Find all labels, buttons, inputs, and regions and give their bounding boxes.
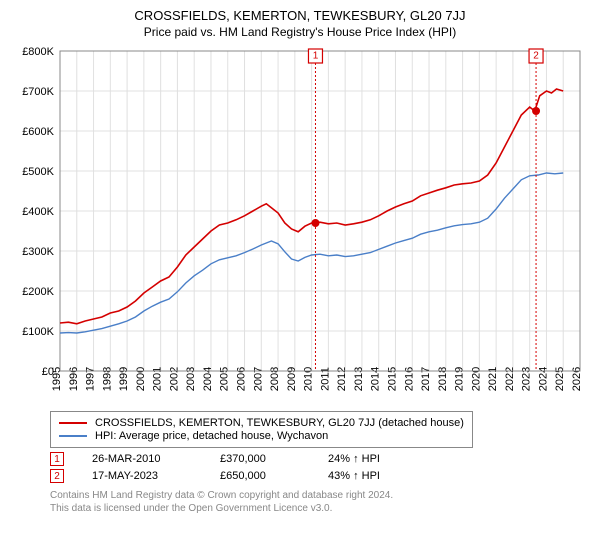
svg-text:2000: 2000 xyxy=(135,367,147,391)
transactions-table: 1 26-MAR-2010 £370,000 24% ↑ HPI 2 17-MAY-202… xyxy=(50,452,590,483)
svg-text:2010: 2010 xyxy=(303,367,315,391)
svg-text:£200K: £200K xyxy=(22,286,54,298)
svg-text:£500K: £500K xyxy=(22,166,54,178)
svg-text:1999: 1999 xyxy=(118,367,130,391)
svg-text:2022: 2022 xyxy=(504,367,516,391)
footer-line-1: Contains HM Land Registry data © Crown c… xyxy=(50,489,590,502)
transaction-marker: 1 xyxy=(50,452,64,466)
svg-text:£100K: £100K xyxy=(22,326,54,338)
legend-label: HPI: Average price, detached house, Wych… xyxy=(95,430,328,442)
svg-text:2005: 2005 xyxy=(219,367,231,391)
svg-text:2025: 2025 xyxy=(554,367,566,391)
svg-text:2018: 2018 xyxy=(437,367,449,391)
transaction-marker: 2 xyxy=(50,469,64,483)
svg-text:£400K: £400K xyxy=(22,206,54,218)
chart-subtitle: Price paid vs. HM Land Registry's House … xyxy=(10,25,590,39)
svg-text:2020: 2020 xyxy=(470,367,482,391)
svg-text:2023: 2023 xyxy=(521,367,533,391)
price-chart: £0£100K£200K£300K£400K£500K£600K£700K£80… xyxy=(10,45,590,405)
transaction-diff: 24% ↑ HPI xyxy=(328,453,428,465)
svg-text:1997: 1997 xyxy=(85,367,97,391)
chart-area: £0£100K£200K£300K£400K£500K£600K£700K£80… xyxy=(10,45,590,405)
legend-item: CROSSFIELDS, KEMERTON, TEWKESBURY, GL20 … xyxy=(59,417,464,429)
svg-text:2024: 2024 xyxy=(537,367,549,391)
transaction-row: 2 17-MAY-2023 £650,000 43% ↑ HPI xyxy=(50,469,590,483)
transaction-price: £650,000 xyxy=(220,470,300,482)
svg-text:1998: 1998 xyxy=(101,367,113,391)
chart-title: CROSSFIELDS, KEMERTON, TEWKESBURY, GL20 … xyxy=(10,8,590,23)
svg-text:£800K: £800K xyxy=(22,46,54,58)
svg-text:£300K: £300K xyxy=(22,246,54,258)
svg-text:2003: 2003 xyxy=(185,367,197,391)
svg-text:2006: 2006 xyxy=(236,367,248,391)
svg-text:2001: 2001 xyxy=(152,367,164,391)
marker-number: 2 xyxy=(533,51,539,62)
svg-text:2009: 2009 xyxy=(286,367,298,391)
transaction-diff: 43% ↑ HPI xyxy=(328,470,428,482)
transaction-row: 1 26-MAR-2010 £370,000 24% ↑ HPI xyxy=(50,452,590,466)
legend-swatch xyxy=(59,435,87,437)
svg-text:£600K: £600K xyxy=(22,126,54,138)
svg-text:2016: 2016 xyxy=(403,367,415,391)
svg-text:2019: 2019 xyxy=(454,367,466,391)
footer-line-2: This data is licensed under the Open Gov… xyxy=(50,502,590,515)
marker-dot xyxy=(311,219,319,227)
svg-text:2004: 2004 xyxy=(202,367,214,391)
legend: CROSSFIELDS, KEMERTON, TEWKESBURY, GL20 … xyxy=(50,411,473,448)
svg-text:1995: 1995 xyxy=(51,367,63,391)
legend-item: HPI: Average price, detached house, Wych… xyxy=(59,430,464,442)
svg-text:1996: 1996 xyxy=(68,367,80,391)
svg-text:£700K: £700K xyxy=(22,86,54,98)
marker-number: 1 xyxy=(313,51,319,62)
transaction-date: 26-MAR-2010 xyxy=(92,453,192,465)
svg-text:2014: 2014 xyxy=(370,367,382,391)
svg-text:2013: 2013 xyxy=(353,367,365,391)
marker-dot xyxy=(532,107,540,115)
svg-text:2002: 2002 xyxy=(168,367,180,391)
legend-swatch xyxy=(59,422,87,424)
svg-text:2026: 2026 xyxy=(571,367,583,391)
svg-text:2007: 2007 xyxy=(252,367,264,391)
svg-text:2012: 2012 xyxy=(336,367,348,391)
svg-text:2021: 2021 xyxy=(487,367,499,391)
transaction-price: £370,000 xyxy=(220,453,300,465)
transaction-date: 17-MAY-2023 xyxy=(92,470,192,482)
attribution-footer: Contains HM Land Registry data © Crown c… xyxy=(50,489,590,515)
legend-label: CROSSFIELDS, KEMERTON, TEWKESBURY, GL20 … xyxy=(95,417,464,429)
svg-text:2008: 2008 xyxy=(269,367,281,391)
svg-text:2017: 2017 xyxy=(420,367,432,391)
svg-text:2015: 2015 xyxy=(386,367,398,391)
